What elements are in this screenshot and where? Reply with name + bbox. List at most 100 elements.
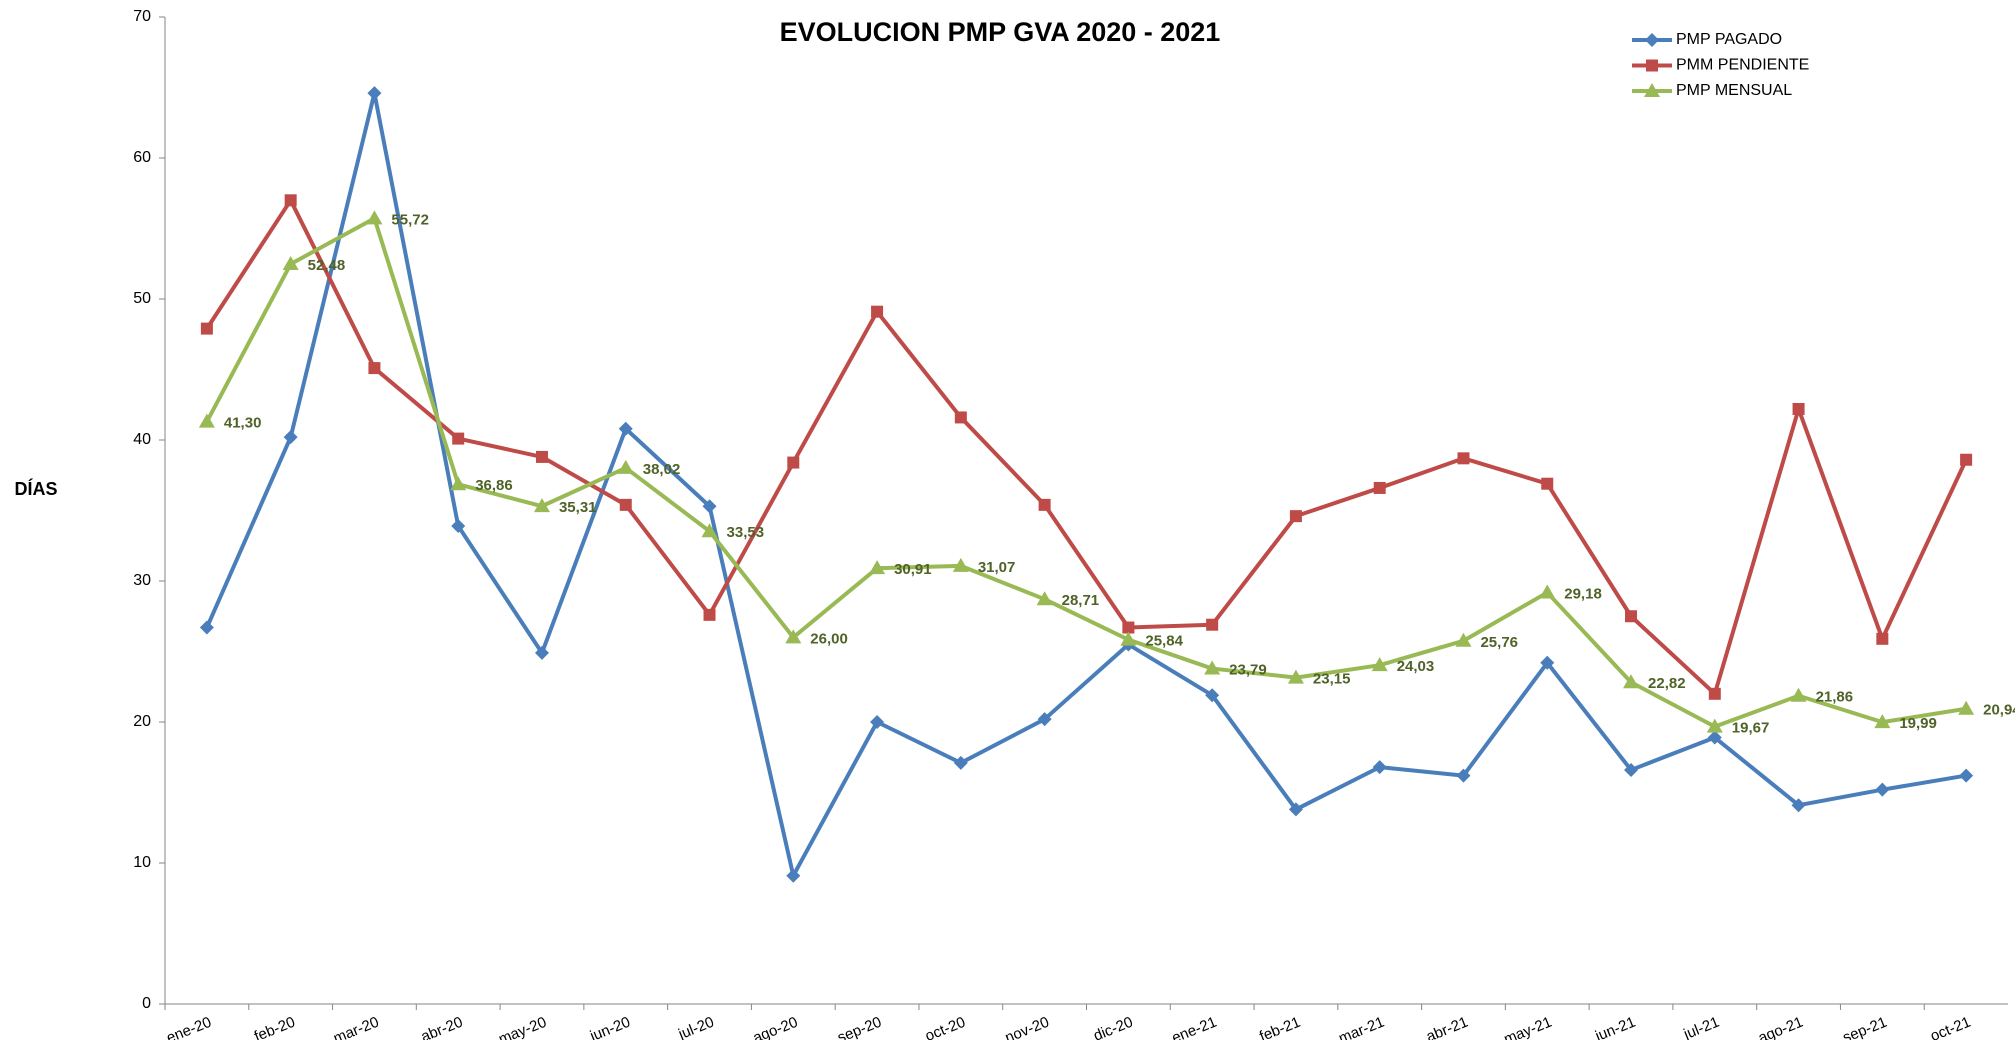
data-label: 35,31	[559, 499, 597, 516]
marker	[1624, 762, 1639, 777]
data-label: 25,84	[1145, 633, 1183, 650]
data-label: 26,00	[810, 630, 848, 647]
marker	[1623, 674, 1640, 689]
marker	[451, 519, 466, 534]
marker	[1371, 657, 1388, 672]
x-tick-label: dic-20	[1091, 1014, 1135, 1040]
marker	[533, 498, 550, 513]
x-tick-label: jun-20	[587, 1014, 633, 1040]
marker	[535, 450, 548, 463]
legend-label: PMP PAGADO	[1676, 31, 1782, 48]
x-tick-label: oct-21	[1928, 1014, 1973, 1040]
marker	[618, 421, 633, 436]
marker	[1205, 688, 1220, 703]
marker	[785, 629, 802, 644]
data-label: 55,72	[391, 211, 429, 228]
data-label: 23,15	[1313, 671, 1351, 688]
marker	[702, 499, 717, 514]
marker	[1289, 510, 1302, 523]
marker	[1204, 660, 1221, 675]
marker	[1038, 498, 1051, 511]
marker	[534, 645, 549, 660]
marker	[282, 256, 299, 271]
marker	[1625, 610, 1638, 623]
marker	[617, 459, 634, 474]
marker	[870, 715, 885, 729]
marker	[1037, 712, 1052, 727]
y-tick-label: 70	[133, 8, 151, 25]
x-tick-label: sep-21	[1840, 1014, 1889, 1040]
x-tick-label: jun-21	[1592, 1014, 1638, 1040]
marker	[1790, 687, 1807, 702]
marker	[1287, 669, 1304, 684]
marker	[284, 194, 297, 207]
y-axis-label: DÍAS	[14, 478, 57, 499]
marker	[787, 456, 800, 469]
marker	[869, 560, 886, 575]
data-label: 29,18	[1564, 586, 1602, 603]
chart-title: EVOLUCION PMP GVA 2020 - 2021	[780, 17, 1221, 47]
data-label: 52,48	[308, 257, 346, 274]
marker	[1876, 632, 1889, 645]
series-line	[205, 198, 1968, 696]
marker	[786, 868, 801, 883]
marker	[953, 755, 968, 770]
marker	[954, 411, 967, 424]
marker	[1120, 631, 1137, 646]
marker	[368, 362, 381, 375]
marker	[1288, 802, 1303, 817]
marker	[1646, 59, 1658, 72]
data-label: 31,07	[978, 559, 1016, 576]
data-label: 19,99	[1899, 715, 1937, 732]
y-tick-label: 0	[142, 995, 151, 1012]
marker	[366, 210, 383, 225]
marker	[367, 86, 382, 101]
marker	[1455, 632, 1472, 647]
x-tick-label: ene-20	[164, 1014, 214, 1040]
marker	[619, 498, 632, 511]
data-label: 28,71	[1062, 592, 1100, 609]
data-label: 22,82	[1648, 675, 1686, 692]
x-tick-label: jul-20	[675, 1014, 716, 1040]
marker	[198, 413, 215, 428]
data-label: 19,67	[1732, 720, 1770, 737]
x-tick-label: abr-20	[419, 1014, 466, 1040]
x-tick-label: ago-21	[1756, 1014, 1806, 1040]
data-label: 30,91	[894, 561, 932, 578]
marker	[1644, 83, 1660, 97]
marker	[1373, 481, 1386, 494]
data-label: 20,94	[1983, 702, 2015, 719]
marker	[1791, 798, 1806, 813]
data-label: 38,02	[643, 461, 681, 478]
marker	[199, 620, 214, 635]
x-tick-label: feb-21	[1257, 1014, 1303, 1040]
marker	[1958, 700, 1975, 715]
data-label: 24,03	[1397, 658, 1435, 675]
x-tick-label: mar-20	[331, 1014, 381, 1040]
marker	[1960, 453, 1973, 466]
marker	[450, 476, 467, 491]
marker	[1456, 768, 1471, 783]
data-label: 33,53	[727, 524, 765, 541]
data-label: 25,76	[1480, 634, 1518, 651]
data-label: 41,30	[224, 415, 262, 432]
data-label: 23,79	[1229, 662, 1267, 679]
marker	[1959, 768, 1974, 783]
series-line	[205, 216, 1967, 729]
marker	[1708, 687, 1721, 700]
x-tick-label: abr-21	[1424, 1014, 1471, 1040]
marker	[1875, 782, 1890, 797]
marker	[703, 608, 716, 621]
marker	[1539, 584, 1556, 599]
marker	[1874, 714, 1891, 729]
x-tick-label: sep-20	[835, 1014, 884, 1040]
marker	[452, 432, 465, 445]
marker	[1540, 655, 1555, 670]
x-tick-label: jul-21	[1680, 1014, 1721, 1040]
legend-label: PMP MENSUAL	[1676, 82, 1792, 99]
marker	[1792, 402, 1805, 415]
marker	[1122, 621, 1135, 634]
marker	[1707, 730, 1722, 745]
y-tick-label: 30	[133, 572, 151, 589]
